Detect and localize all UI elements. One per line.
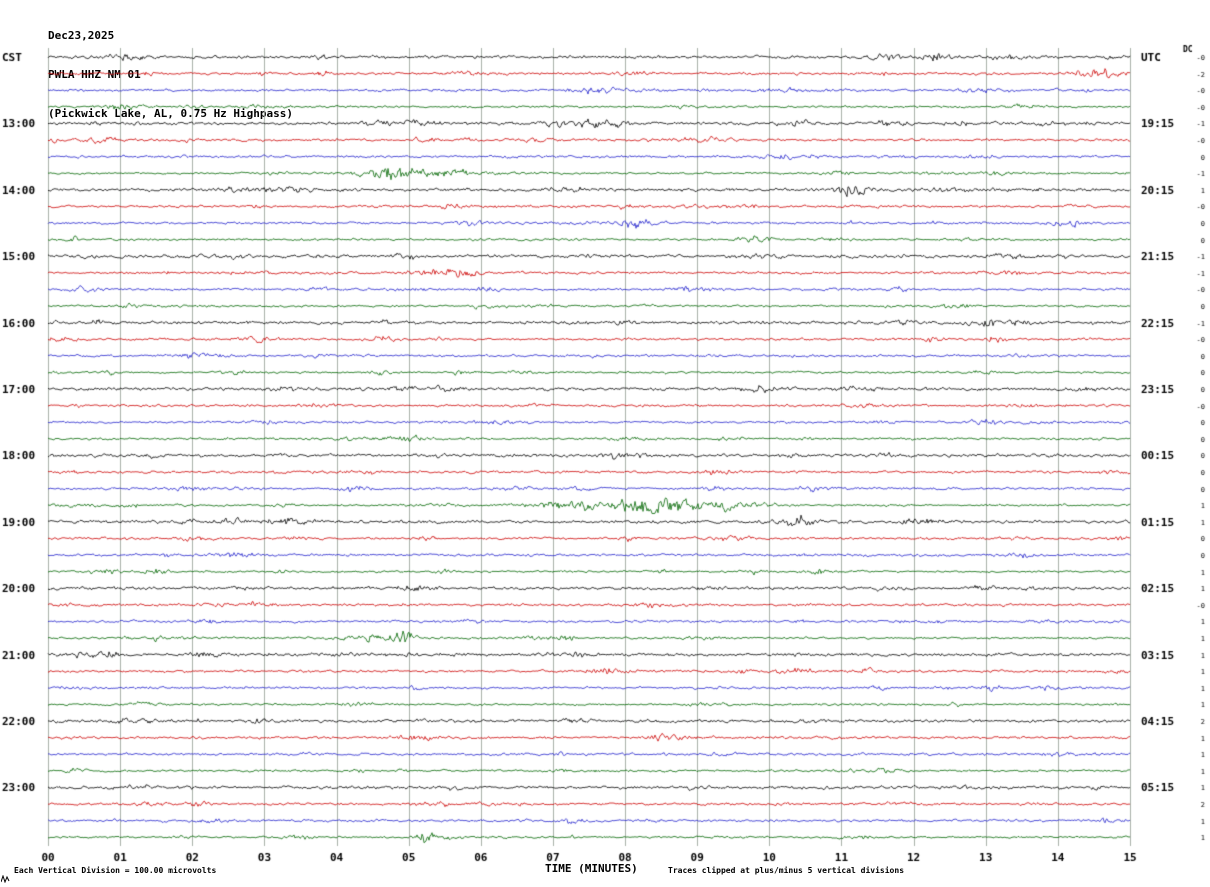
scale-marker-icon xyxy=(0,868,11,884)
scale-note: Each Vertical Division = 100.00 microvol… xyxy=(14,866,217,875)
x-axis-title: TIME (MINUTES) xyxy=(545,862,638,875)
clip-note: Traces clipped at plus/minus 5 vertical … xyxy=(668,866,905,875)
